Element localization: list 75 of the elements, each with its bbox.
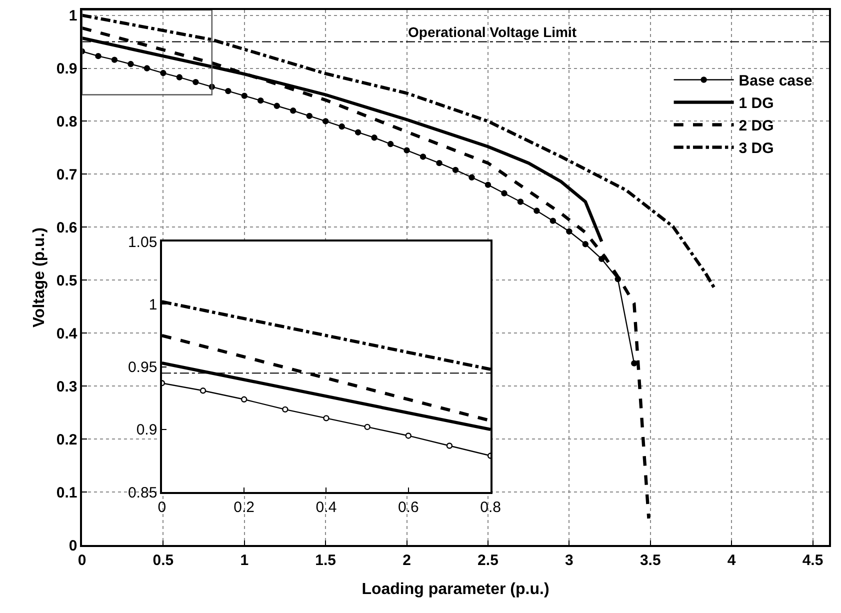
point [598, 256, 605, 262]
point [128, 60, 134, 68]
x-tick-label: 2 [402, 552, 411, 569]
x-tick-label: 3 [565, 552, 574, 569]
x-tick-label: 3.5 [640, 552, 661, 569]
ref-line-label: Operational Voltage Limit [408, 24, 577, 40]
point [404, 147, 410, 154]
y-tick-label: 0.4 [56, 325, 78, 342]
point [274, 102, 280, 109]
point [405, 432, 412, 439]
x-tick-label: 1 [240, 552, 249, 569]
point [354, 129, 362, 136]
x-axis-title: Loading parameter (p.u.) [362, 580, 550, 598]
point [420, 154, 426, 160]
point [550, 218, 556, 224]
point [582, 241, 589, 248]
y-tick-label: 0.5 [56, 272, 78, 290]
point [501, 190, 508, 196]
point [95, 52, 102, 60]
legend-label: 1 DG [738, 95, 774, 112]
point [176, 74, 183, 80]
x-tick-label: 0.5 [152, 552, 174, 569]
y-tick-label: 1 [148, 296, 158, 314]
y-tick-label: 0.3 [56, 378, 78, 396]
point [258, 97, 264, 104]
point [468, 174, 475, 180]
point [306, 112, 312, 120]
point [364, 424, 370, 430]
x-tick-label: 0.6 [398, 498, 419, 516]
y-tick-label: 0.9 [56, 60, 78, 78]
point [338, 123, 345, 130]
y-tick-label: 0.9 [136, 422, 158, 439]
x-tick-label: 4.5 [802, 552, 824, 569]
y-axis-title: Voltage (p.u.) [30, 227, 48, 328]
y-tick-label: 0.95 [128, 359, 158, 376]
legend-label: 2 DG [738, 118, 774, 135]
point [192, 78, 199, 86]
y-tick-label: 0.85 [128, 484, 158, 502]
point [323, 415, 330, 422]
y-tick-label: 1.05 [128, 234, 158, 251]
point [446, 442, 453, 449]
point [452, 166, 459, 174]
point [200, 388, 206, 394]
point [517, 198, 524, 205]
point [225, 88, 232, 94]
point [144, 65, 150, 72]
point [371, 134, 378, 141]
point [111, 56, 118, 63]
x-tick-label: 4 [727, 552, 736, 569]
point [534, 208, 540, 214]
point [436, 160, 442, 166]
y-tick-label: 0 [68, 537, 78, 554]
point [322, 118, 329, 124]
y-tick-label: 0.1 [56, 484, 78, 502]
y-tick-label: 0.2 [56, 431, 78, 448]
point [282, 406, 288, 413]
y-tick-label: 1 [68, 8, 78, 25]
point [240, 396, 248, 402]
y-tick-label: 0.7 [56, 166, 78, 184]
y-tick-label: 0.6 [56, 219, 78, 236]
point [241, 92, 248, 99]
point [290, 108, 296, 114]
point [631, 360, 638, 366]
x-tick-label: 0.8 [480, 498, 501, 516]
point [566, 228, 572, 235]
x-tick-label: 0.2 [234, 498, 255, 516]
legend-label: Base case [738, 72, 812, 90]
y-tick-label: 0.8 [56, 113, 78, 130]
legend-label: 3 DG [738, 140, 774, 158]
x-tick-label: 1.5 [315, 552, 336, 569]
x-tick-label: 0.4 [316, 498, 337, 516]
point [160, 70, 166, 76]
x-tick-label: 2.5 [478, 552, 498, 569]
point [387, 140, 394, 148]
point [484, 182, 492, 188]
